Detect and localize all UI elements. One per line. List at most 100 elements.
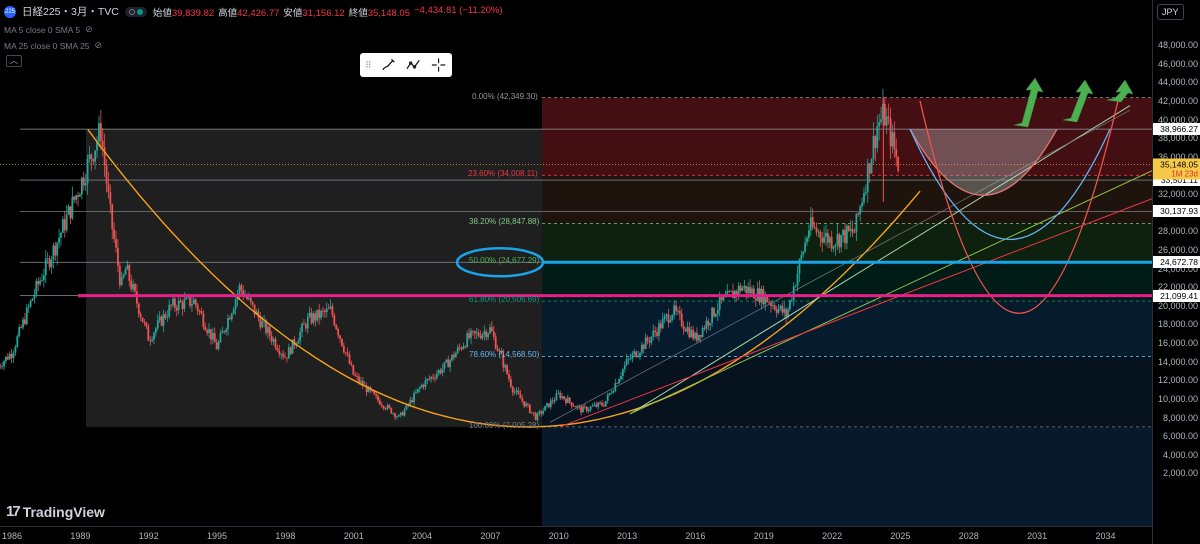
candle-body [591,405,594,407]
candle-body [779,305,782,309]
candle-body [33,294,36,299]
price-axis[interactable]: 48,000.00 46,000.00 44,000.00 42,000.00 40,0… [1152,0,1200,544]
candle-body [766,295,769,303]
ohlc-key: 安値 [283,7,303,19]
candle-body [128,265,131,281]
tv-logo-icon: 17 [6,503,21,520]
candle-body [98,123,100,142]
ma25-indicator[interactable]: MA 25 close 0 SMA 25 ⊘ [4,40,102,51]
candle-body [464,346,467,348]
symbol-title[interactable]: 日経225・3月・TVC [22,6,119,18]
candle-body [162,314,165,326]
tradingview-logo[interactable]: 17 TradingView [6,503,105,520]
currency-button[interactable]: JPY [1157,4,1184,20]
candle-body [297,341,300,344]
candle-body [527,403,529,405]
candle-body [547,403,550,408]
candle-body [690,329,693,338]
price-chart[interactable] [0,0,1152,526]
fib-level-label: 23.60% (34,008.11) [468,169,538,179]
horizontal-line-price-label[interactable]: 24,672.78 [1153,256,1200,269]
candle-body [149,340,152,342]
candle-body [817,231,820,233]
candle-body [528,404,531,413]
candle-body [287,347,290,359]
candle-body [809,217,812,231]
candle-body [80,177,83,195]
eye-off-icon[interactable]: ⊘ [94,40,103,50]
candle-body [454,352,457,358]
candle-body [274,339,277,348]
candle-body [745,285,748,294]
candle-body [675,305,677,312]
candle-body [878,122,881,127]
candle-body [50,259,53,268]
candle-body [219,333,222,343]
brush-icon[interactable] [380,56,397,74]
candle-body [597,402,600,407]
candle-body [473,331,476,334]
candle-body [453,354,455,358]
candle-body [620,375,622,380]
eye-off-icon[interactable]: ⊘ [85,24,93,34]
candle-body [648,340,651,343]
last-price-label[interactable]: 35,148.05 1M 23d [1153,158,1200,180]
candle-body [299,332,302,342]
collapse-legend-button[interactable]: ︿ [6,55,22,67]
candle-body [58,237,60,243]
candle-body [508,373,510,380]
time-tick-label: 1998 [275,531,296,541]
candle-body [60,232,62,238]
candle-body [752,288,755,299]
status-dots[interactable] [124,6,147,17]
candle-body [889,118,892,147]
candle-body [665,314,668,317]
drag-handle-icon[interactable]: ⠿ [365,59,372,70]
candle-body [633,351,636,355]
path-icon[interactable] [405,56,422,74]
crosshair-icon[interactable] [430,56,447,74]
candle-body [206,330,209,333]
candle-body [584,406,586,408]
candle-body [652,330,655,337]
candle-body [5,356,7,362]
candle-body [409,399,412,405]
candle-body [200,311,203,314]
candle-body [673,305,676,315]
candle-body [77,195,79,197]
candle-body [350,363,353,366]
status-dot-icon [128,8,135,15]
candle-body [711,307,714,324]
horizontal-line-price-label[interactable]: 30,137.93 [1153,205,1200,218]
price-tick-label: 10,000.00 [1157,393,1198,404]
candle-body [179,300,182,303]
chart-area[interactable] [0,0,1152,526]
candle-body [323,310,326,313]
candle-body [720,297,723,301]
horizontal-line-price-label[interactable]: 38,966.27 [1153,123,1200,136]
horizontal-line-price-label[interactable]: 21,099.41 [1153,289,1200,302]
candle-body [859,206,862,215]
candle-body [63,219,66,231]
candle-body [838,234,841,248]
candle-body [576,406,579,408]
candle-body [477,332,480,336]
fib-zone [542,301,1152,357]
candle-body [175,307,178,311]
fib-level-label: 100.00% (7,005.28) [469,420,540,430]
candle-body [851,229,854,233]
symbol-icon[interactable]: 225 [4,5,16,18]
time-axis[interactable]: 1986 1989 1992 1995 1998 2001 2004 2007 2010 2013… [0,526,1152,544]
candle-body [229,318,231,320]
candle-body [312,313,315,323]
candle-body [726,291,729,296]
candle-body [223,331,226,333]
ma5-indicator[interactable]: MA 5 close 0 SMA 5 ⊘ [4,24,93,35]
drawing-toolbar[interactable]: ⠿ [360,53,452,77]
candle-body [259,317,262,328]
candle-body [354,374,357,376]
candle-body [238,285,241,294]
candle-body [644,337,647,349]
candle-body [688,327,691,338]
candle-body [282,353,284,357]
